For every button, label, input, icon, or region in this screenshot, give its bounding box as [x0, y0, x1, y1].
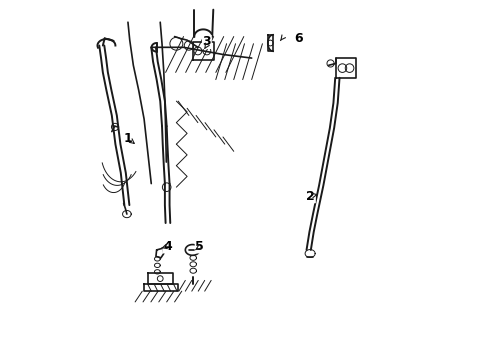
Text: 4: 4	[163, 240, 171, 253]
Text: 6: 6	[293, 32, 302, 45]
Text: 2: 2	[306, 190, 315, 203]
Text: 3: 3	[202, 35, 211, 49]
Text: 5: 5	[195, 240, 203, 253]
Text: 1: 1	[123, 132, 132, 145]
